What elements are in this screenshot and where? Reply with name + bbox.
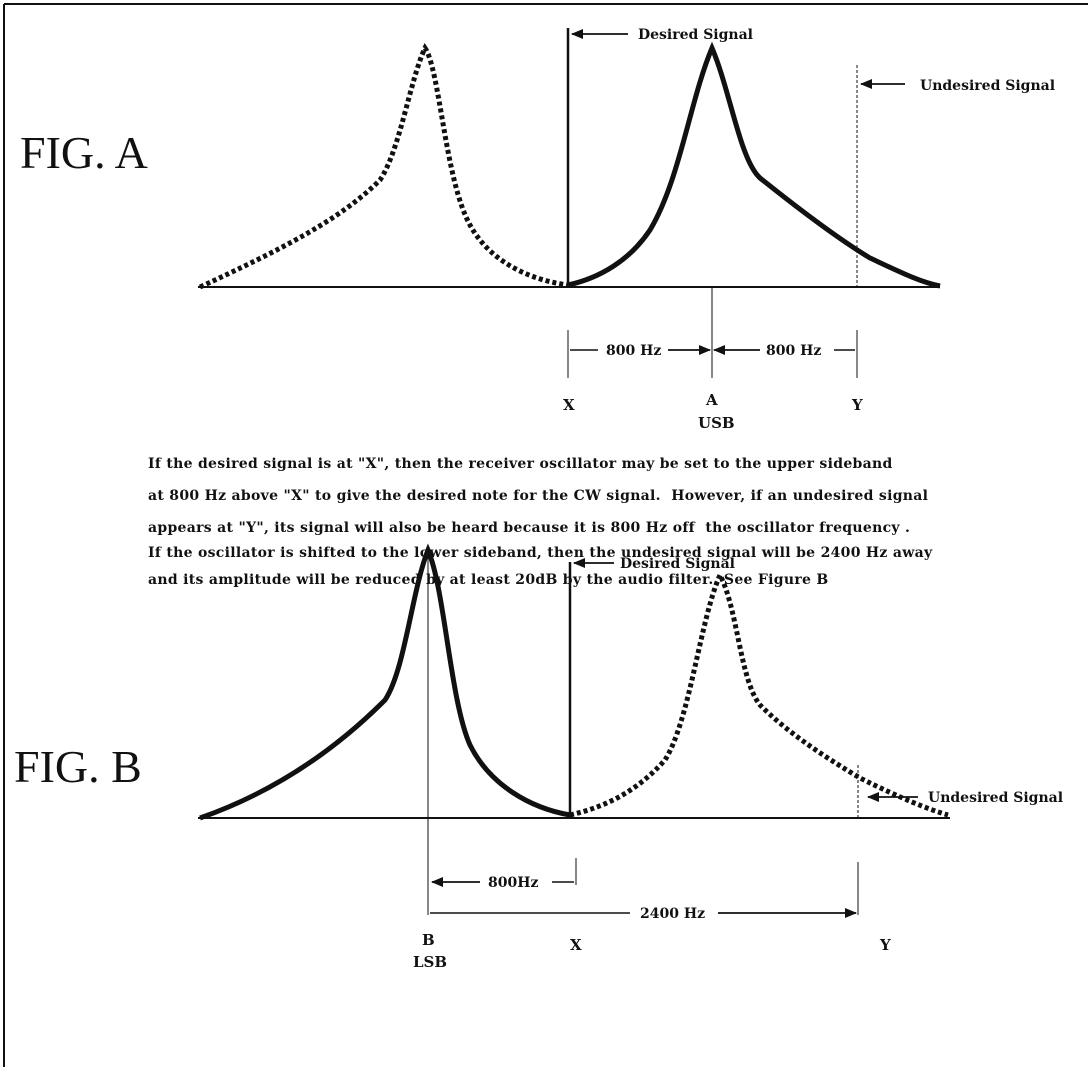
fig-b-point-x: X	[570, 936, 582, 954]
fig-a-dim-right-label: 800 Hz	[766, 343, 821, 359]
fig-b-dim-long-label: 2400 Hz	[640, 906, 705, 922]
fig-b-left-response-curve	[199, 543, 571, 821]
explanation-line: If the desired signal is at "X", then th…	[148, 456, 893, 472]
fig-b-sideband: LSB	[413, 953, 447, 971]
fig-b-desired-label: Desired Signal	[620, 556, 735, 572]
fig-a-point-x: X	[563, 396, 575, 414]
explanation-text: If the desired signal is at "X", then th…	[148, 456, 933, 588]
explanation-line: at 800 Hz above "X" to give the desired …	[148, 488, 928, 504]
fig-b-point-y: Y	[879, 936, 891, 954]
fig-b-dim-short-label: 800Hz	[488, 875, 538, 891]
fig-a-label: FIG. A	[20, 127, 148, 178]
fig-a-sideband: USB	[698, 414, 735, 432]
figure-a: FIG. A Desired Signal Undesired Signal 8…	[20, 27, 1055, 432]
fig-b-label: FIG. B	[14, 741, 142, 792]
fig-a-point-a: A	[705, 391, 718, 409]
explanation-line: and its amplitude will be reduced by at …	[148, 572, 829, 588]
fig-a-undesired-label: Undesired Signal	[920, 78, 1055, 94]
explanation-line: If the oscillator is shifted to the lowe…	[148, 545, 933, 561]
explanation-line: appears at "Y", its signal will also be …	[148, 520, 910, 536]
fig-b-undesired-label: Undesired Signal	[928, 790, 1063, 806]
fig-a-left-response-curve	[198, 42, 569, 290]
fig-a-point-y: Y	[851, 396, 863, 414]
fig-a-right-response-curve	[567, 41, 941, 289]
fig-a-dim-left-label: 800 Hz	[606, 343, 661, 359]
fig-b-point-b: B	[422, 931, 435, 949]
figure-b: FIG. B Desired Signal Undesired Signal 8…	[14, 543, 1063, 971]
fig-a-desired-label: Desired Signal	[638, 27, 753, 43]
fig-b-right-response-curve	[569, 569, 949, 818]
